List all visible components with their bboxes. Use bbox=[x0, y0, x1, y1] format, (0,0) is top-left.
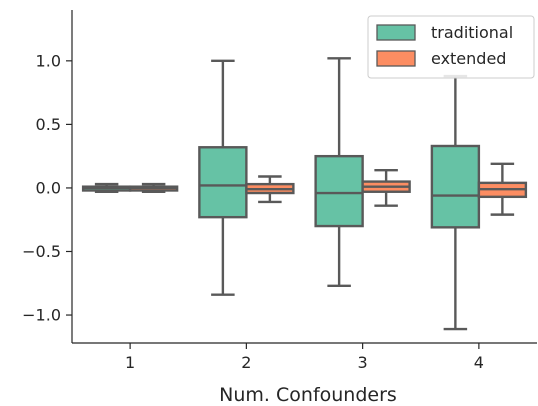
legend: traditional extended bbox=[367, 15, 535, 79]
box-traditional-2 bbox=[198, 59, 248, 296]
box-traditional-3 bbox=[314, 57, 364, 288]
legend-swatch-traditional bbox=[376, 24, 416, 41]
legend-label-traditional: traditional bbox=[431, 23, 513, 42]
box-extended-1 bbox=[128, 182, 179, 193]
box-extended-2 bbox=[245, 175, 295, 204]
y-tick-label: 1.0 bbox=[36, 51, 61, 70]
x-tick-label: 2 bbox=[241, 353, 251, 372]
box-traditional-1 bbox=[81, 182, 132, 193]
y-tick-label: 0.0 bbox=[36, 178, 61, 197]
y-tick-label: 0.5 bbox=[36, 115, 61, 134]
x-axis-label: Num. Confounders bbox=[219, 384, 397, 406]
y-tick-label: −1.0 bbox=[22, 306, 61, 325]
x-tick-label: 4 bbox=[474, 353, 484, 372]
y-tick-label: −0.5 bbox=[22, 242, 61, 261]
x-tick-label: 1 bbox=[125, 353, 135, 372]
box-traditional-4 bbox=[430, 74, 481, 331]
box-body bbox=[314, 154, 364, 228]
box-extended-3 bbox=[361, 168, 411, 207]
box-body bbox=[198, 146, 248, 219]
box-body bbox=[430, 144, 481, 229]
axes-layer: −1.0 −0.5 0.0 0.5 1.0 1 2 3 4 bbox=[22, 10, 537, 372]
plot-layer bbox=[81, 57, 528, 331]
legend-swatch-extended bbox=[376, 50, 416, 67]
box-extended-4 bbox=[477, 162, 528, 216]
x-tick-label: 3 bbox=[358, 353, 368, 372]
legend-label-extended: extended bbox=[431, 49, 506, 68]
